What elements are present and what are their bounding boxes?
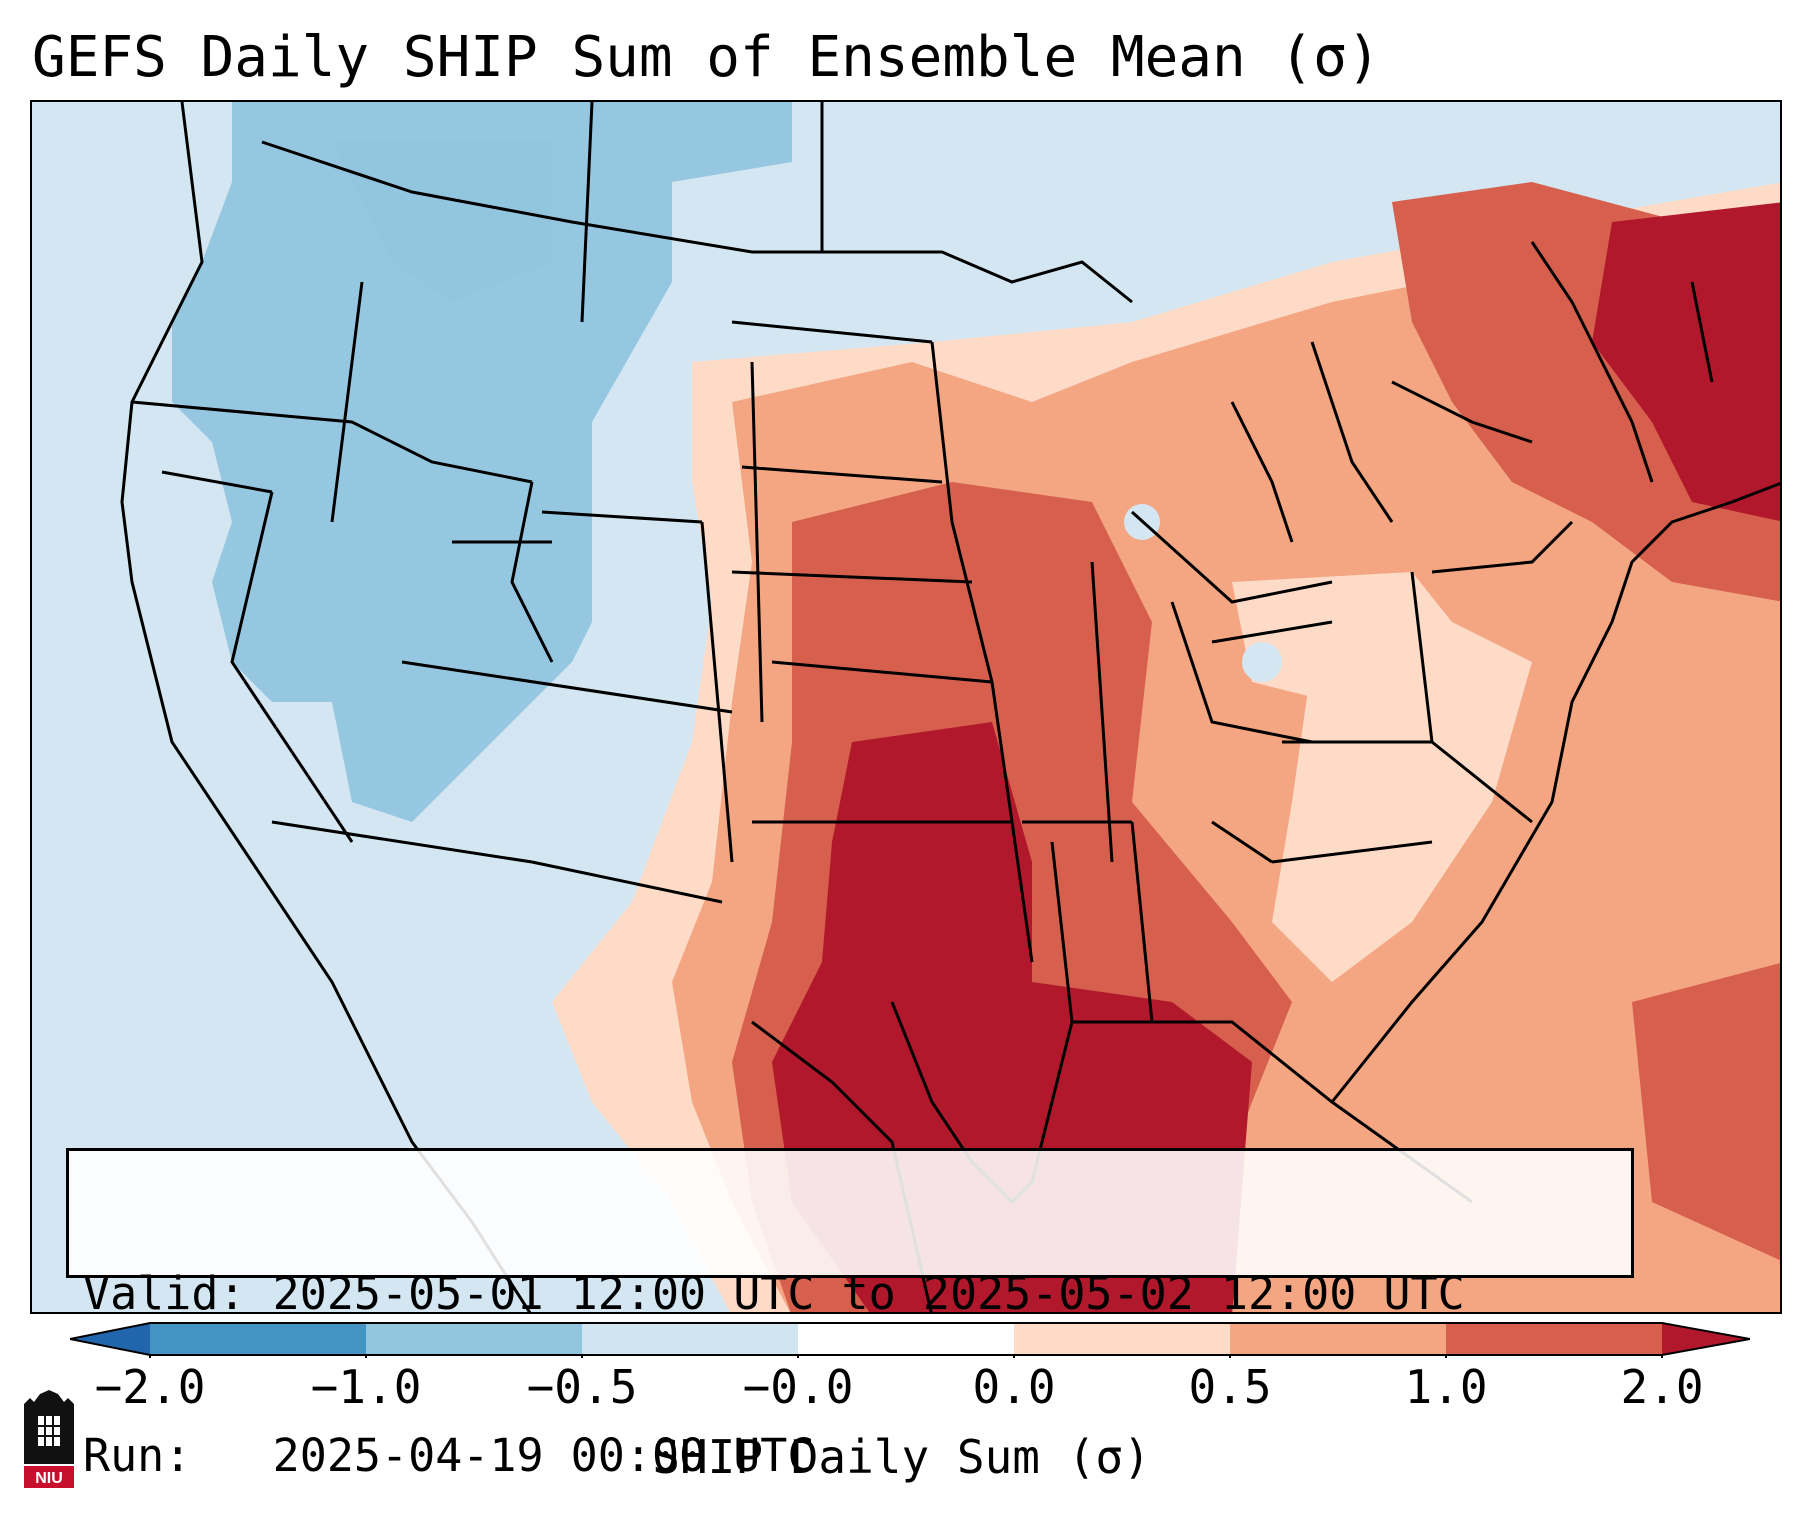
logo-text: NIU	[35, 1470, 63, 1487]
colorbar-tick-label: −1.0	[310, 1360, 422, 1414]
colorbar-bin-4	[798, 1323, 1014, 1355]
colorbar-extend-high	[1662, 1323, 1750, 1355]
colorbar-bin-6	[1230, 1323, 1446, 1355]
map-panel	[30, 100, 1782, 1314]
colorbar-tick-label: 0.0	[972, 1360, 1056, 1414]
colorbar-extend-low	[70, 1323, 150, 1355]
ship-field-map	[32, 102, 1780, 1312]
colorbar-tick-label: −0.5	[526, 1360, 638, 1414]
colorbar-bin-3	[582, 1323, 798, 1355]
colorbar-bin-1	[150, 1323, 366, 1355]
colorbar-tick-label: 2.0	[1620, 1360, 1704, 1414]
state-borders	[120, 102, 1780, 1312]
colorbar-tick-label: 0.5	[1188, 1360, 1272, 1414]
valid-time-text: Valid: 2025-05-01 12:00 UTC to 2025-05-0…	[83, 1267, 1465, 1320]
colorbar-tick-label: 1.0	[1404, 1360, 1488, 1414]
negative-anomaly-region	[172, 102, 792, 822]
colorbar-label: SHIP Daily Sum (σ)	[652, 1430, 1151, 1484]
run-time-text: Run: 2025-04-19 00:00 UTC	[83, 1429, 815, 1482]
colorbar-tick-label: −2.0	[94, 1360, 206, 1414]
colorbar-tick-label: −0.0	[742, 1360, 854, 1414]
colorbar-bin-2	[366, 1323, 582, 1355]
colorbar-bin-7	[1446, 1323, 1662, 1355]
colorbar-bin-5	[1014, 1323, 1230, 1355]
colorbar	[70, 1322, 1750, 1358]
niu-logo: NIU	[24, 1390, 74, 1488]
map-title: GEFS Daily SHIP Sum of Ensemble Mean (σ)	[32, 25, 1381, 90]
validity-info-box: Valid: 2025-05-01 12:00 UTC to 2025-05-0…	[66, 1148, 1634, 1482]
